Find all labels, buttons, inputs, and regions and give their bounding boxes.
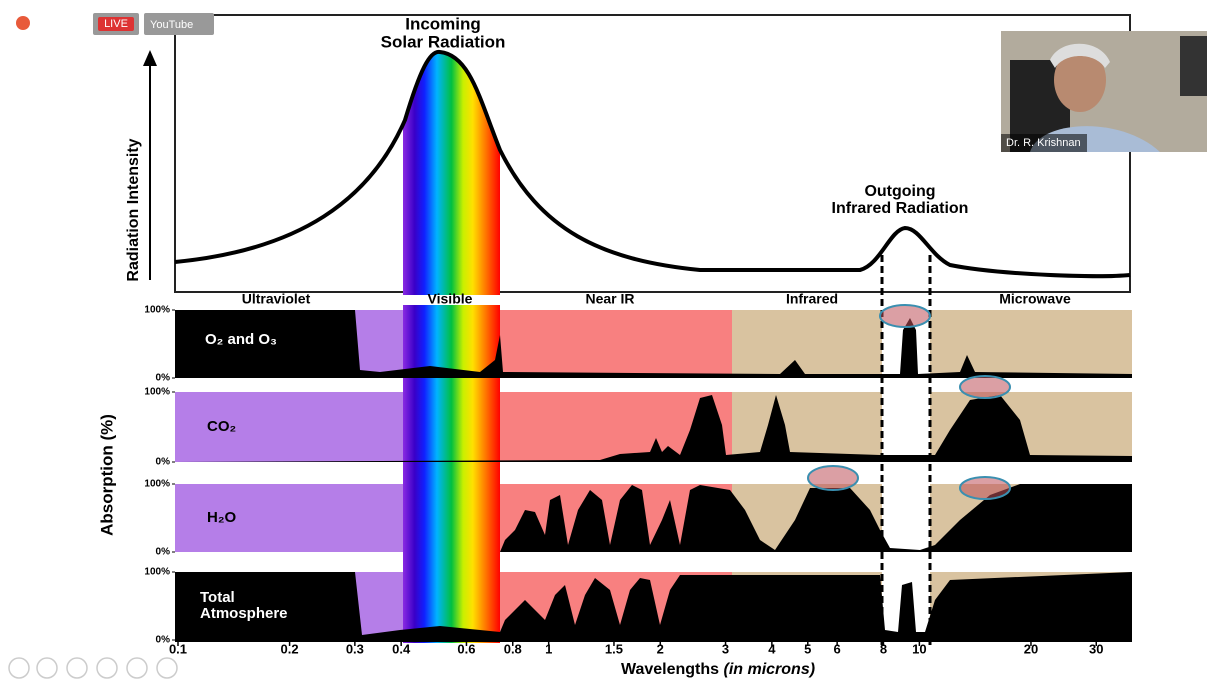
record-icon[interactable] <box>16 16 30 30</box>
band-label: Infrared <box>786 291 838 307</box>
x-label: Wavelengths (in microns) <box>621 661 815 678</box>
x-tick-label: 3 <box>722 641 729 656</box>
y-tick-label: 100% <box>144 479 170 490</box>
y-tick-label: 0% <box>156 373 171 384</box>
x-tick-label: 6 <box>834 641 841 656</box>
title: Incoming <box>405 14 481 33</box>
band-label: Near IR <box>585 291 634 307</box>
panel-label: H₂O <box>207 509 236 526</box>
band-label: Ultraviolet <box>242 291 311 307</box>
panel-label: CO₂ <box>207 418 236 435</box>
x-tick-label: 20 <box>1024 641 1038 656</box>
x-label-main: Wavelengths <box>621 661 719 678</box>
x-tick-label: 1 <box>545 641 552 656</box>
player-controls[interactable] <box>9 658 177 678</box>
x-tick-label: 2 <box>657 641 664 656</box>
x-tick-label: 30 <box>1089 641 1103 656</box>
arrow-head <box>143 50 157 66</box>
top-frame <box>175 15 1130 292</box>
x-tick-label: 8 <box>880 641 887 656</box>
screen: LIVE YouTube Dr. R. Krishnan IncomingSol… <box>0 0 1207 680</box>
x-tick-label: 10 <box>912 641 926 656</box>
x-tick-label: 5 <box>804 641 811 656</box>
panel-label: O₂ and O₃ <box>205 331 277 348</box>
visible-band <box>403 305 500 643</box>
x-tick-label: 0.8 <box>504 641 522 656</box>
y-tick-label: 0% <box>156 457 171 468</box>
x-tick-label: 0.6 <box>457 641 475 656</box>
webcam-name: Dr. R. Krishnan <box>1006 137 1081 149</box>
source-text: YouTube <box>150 19 193 31</box>
x-tick-label: 0.3 <box>346 641 364 656</box>
band-label: Visible <box>428 291 473 307</box>
y-tick-label: 0% <box>156 635 171 646</box>
ir-title: Outgoing <box>864 183 935 200</box>
y-tick-label: 100% <box>144 567 170 578</box>
y-tick-label: 0% <box>156 547 171 558</box>
y-label: Absorption (%) <box>97 414 116 536</box>
band-label: Microwave <box>999 291 1071 307</box>
y-tick-label: 100% <box>144 305 170 316</box>
x-tick-label: 0.2 <box>281 641 299 656</box>
x-label-unit: (in microns) <box>723 661 815 678</box>
x-tick-label: 4 <box>768 641 776 656</box>
x-tick-label: 0.1 <box>169 641 187 656</box>
page: {"toolbar":{"live":"LIVE","source":"YouT… <box>0 0 1207 680</box>
x-tick-label: 1.5 <box>605 641 623 656</box>
y-label-top: Radiation Intensity <box>125 138 142 281</box>
y-tick-label: 100% <box>144 387 170 398</box>
x-tick-label: 0.4 <box>392 641 411 656</box>
live-text: LIVE <box>104 18 128 30</box>
ir-title: Infrared Radiation <box>832 200 969 217</box>
title: Solar Radiation <box>381 32 506 51</box>
